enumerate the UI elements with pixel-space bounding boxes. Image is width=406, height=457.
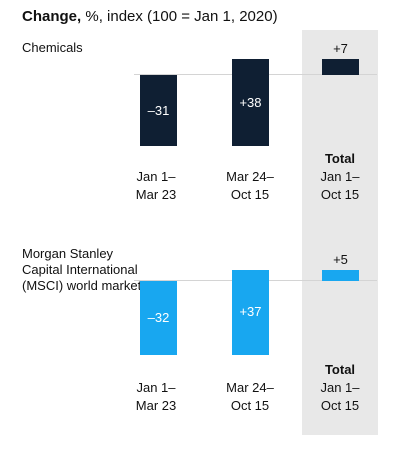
msci-bar-3 [322, 269, 359, 281]
period-label-chemicals-1: Jan 1– Mar 23 [121, 168, 191, 204]
period-line2: Mar 23 [135, 398, 177, 413]
period-line1: Jan 1– [136, 380, 176, 395]
period-label-msci-total: Total Jan 1– Oct 15 [305, 361, 375, 415]
period-label-msci-1: Jan 1– Mar 23 [121, 379, 191, 415]
chemicals-bar-label-1: –31 [147, 102, 170, 118]
chart-title-rest: %, index (100 = Jan 1, 2020) [81, 8, 278, 25]
period-line1: Jan 1– [136, 169, 176, 184]
period-line1: Mar 24– [226, 380, 274, 395]
period-label-msci-2: Mar 24– Oct 15 [215, 379, 285, 415]
chart-title-bold: Change, [22, 8, 82, 25]
period-line2: Oct 15 [230, 398, 270, 413]
period-line1: Jan 1– [320, 380, 360, 395]
period-line2: Oct 15 [230, 187, 270, 202]
period-line2: Oct 15 [320, 398, 360, 413]
period-total-bold: Total [324, 151, 356, 166]
chemicals-bar-1: –31 [140, 75, 177, 147]
period-total-bold: Total [324, 362, 356, 377]
chemicals-bar-3 [322, 58, 359, 75]
row-label-msci: Morgan Stanley Capital International (MS… [22, 246, 142, 293]
period-label-chemicals-total: Total Jan 1– Oct 15 [305, 150, 375, 204]
period-line2: Mar 23 [135, 187, 177, 202]
chemicals-bar-2: +38 [232, 58, 269, 147]
period-line2: Oct 15 [320, 187, 360, 202]
chemicals-bar-label-3: +7 [333, 40, 348, 56]
msci-bar-label-3: +5 [333, 251, 348, 267]
period-label-chemicals-2: Mar 24– Oct 15 [215, 168, 285, 204]
period-line1: Mar 24– [226, 169, 274, 184]
row-label-chemicals: Chemicals [22, 40, 83, 55]
period-line1: Jan 1– [320, 169, 360, 184]
msci-bar-2: +37 [232, 269, 269, 355]
total-column-shade [302, 30, 378, 435]
msci-bar-label-2: +37 [239, 304, 262, 320]
msci-bar-1: –32 [140, 281, 177, 355]
msci-bar-label-1: –32 [147, 309, 170, 325]
chart-title: Change, %, index (100 = Jan 1, 2020) [22, 8, 278, 25]
chemicals-bar-label-2: +38 [239, 94, 262, 110]
